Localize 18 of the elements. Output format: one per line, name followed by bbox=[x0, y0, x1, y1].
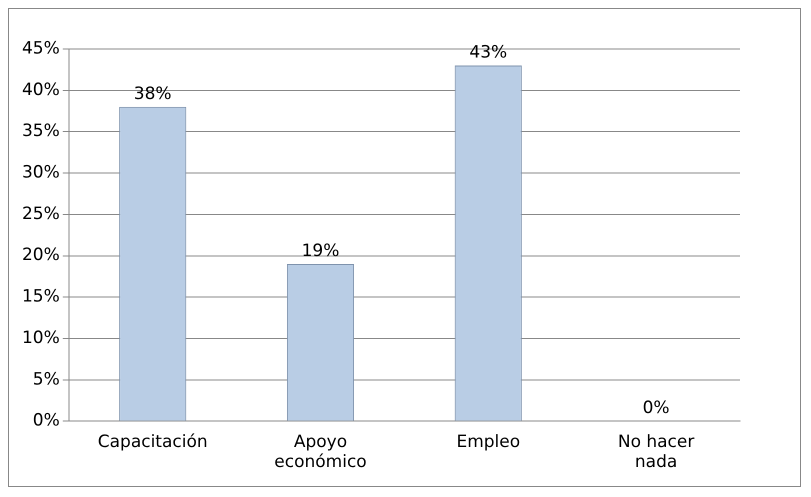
data-label: 38% bbox=[134, 84, 172, 104]
data-label: 0% bbox=[642, 398, 670, 418]
x-tick-label: Empleo bbox=[456, 432, 520, 452]
y-tick-label: 20% bbox=[22, 245, 60, 266]
y-tick-label: 10% bbox=[22, 328, 60, 348]
y-tick-label: 15% bbox=[22, 286, 60, 307]
data-label: 43% bbox=[469, 42, 508, 62]
y-tick-label: 45% bbox=[22, 38, 60, 58]
y-tick-label: 5% bbox=[32, 369, 60, 390]
y-tick-label: 35% bbox=[22, 121, 60, 142]
x-tick-label: Capacitación bbox=[98, 432, 208, 452]
y-tick-label: 40% bbox=[22, 80, 60, 100]
y-tick-label: 25% bbox=[22, 204, 60, 224]
y-tick-label: 0% bbox=[32, 410, 60, 431]
x-tick-label: No hacer nada bbox=[618, 432, 694, 472]
data-label: 19% bbox=[302, 240, 340, 261]
x-tick-label: Apoyo económico bbox=[274, 432, 367, 472]
y-tick-label: 30% bbox=[22, 162, 60, 182]
